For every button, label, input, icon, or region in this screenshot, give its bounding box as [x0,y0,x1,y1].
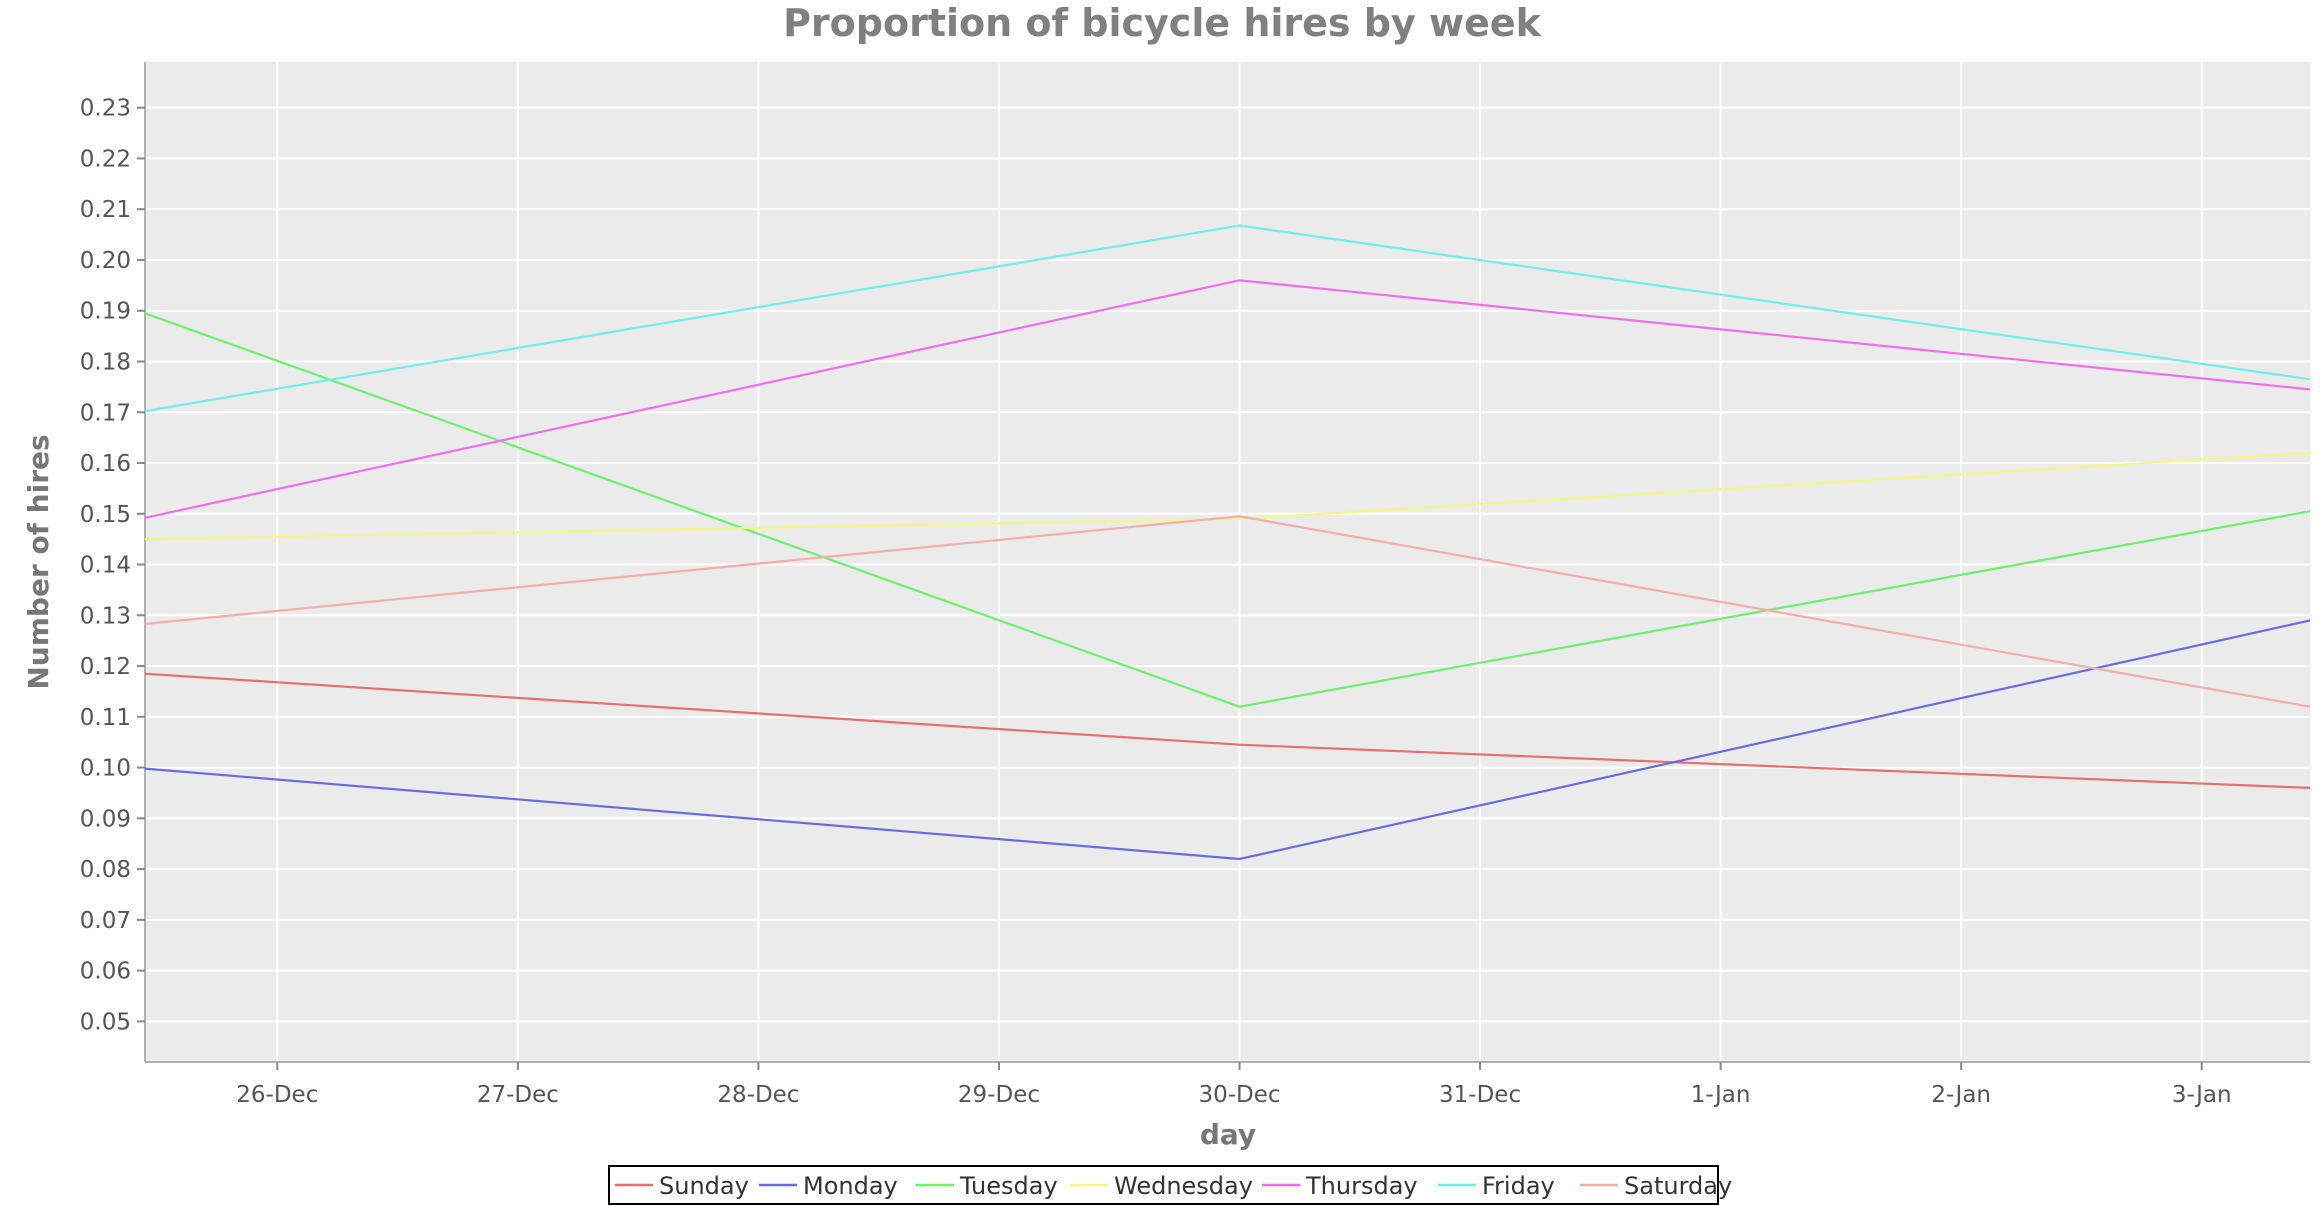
y-tick-label: 0.13 [80,603,131,629]
y-tick-label: 0.11 [80,705,131,731]
chart-title: Proportion of bicycle hires by week [783,1,1542,45]
y-tick-label: 0.07 [80,908,131,934]
legend-item-thursday: Thursday [1262,1172,1418,1200]
series-line-thursday [144,279,2311,519]
x-tick-label: 28-Dec [717,1082,799,1108]
y-tick-label: 0.10 [80,756,131,782]
legend-item-tuesday: Tuesday [916,1172,1058,1200]
y-tick-label: 0.08 [80,857,131,883]
legend: Sunday Monday Tuesday Wednesday Thursday Frid… [608,1165,1732,1205]
series-line-wednesday [144,451,2311,541]
y-tick-label: 0.22 [80,146,131,172]
x-tick-label: 30-Dec [1198,1082,1280,1108]
y-tick-label: 0.17 [80,400,131,426]
x-tick-label: 2-Jan [1931,1082,1991,1108]
legend-item-friday: Friday [1438,1172,1555,1200]
series-line-tuesday [144,312,2311,708]
y-tick-label: 0.15 [80,502,131,528]
legend-label: Monday [803,1172,898,1200]
y-tick-label: 0.09 [80,806,131,832]
y-tick-label: 0.21 [80,197,131,223]
x-tick-label: 1-Jan [1691,1082,1751,1108]
legend-label: Wednesday [1114,1172,1253,1200]
grid-lines [145,62,2310,1062]
y-axis-label: Number of hires [22,434,55,689]
x-tick-label: 29-Dec [958,1082,1040,1108]
legend-item-sunday: Sunday [615,1172,749,1200]
y-tick-label: 0.20 [80,248,131,274]
series-line-friday [144,224,2311,413]
x-tick-label: 27-Dec [477,1082,559,1108]
x-tick-label: 31-Dec [1439,1082,1521,1108]
y-tick-label: 0.14 [80,553,131,579]
y-tick-label: 0.12 [80,654,131,680]
legend-item-wednesday: Wednesday [1070,1172,1253,1200]
x-axis-label: day [1200,1118,1256,1151]
legend-item-monday: Monday [759,1172,898,1200]
y-tick-label: 0.18 [80,349,131,375]
y-axis: 0.05 0.06 0.07 0.08 0.09 0.10 0.11 0.12 0.13 0.14… [80,62,146,1062]
plot-area [145,62,2310,1062]
series-line-sunday [144,672,2311,789]
series-line-saturday [144,515,2311,708]
legend-label: Thursday [1305,1172,1418,1200]
x-tick-label: 3-Jan [2172,1082,2232,1108]
x-axis: 26-Dec 27-Dec 28-Dec 29-Dec 30-Dec 31-Dec 1-Ja… [145,1061,2310,1108]
series-line-monday [144,619,2311,861]
series-lines [144,224,2311,861]
y-tick-label: 0.06 [80,959,131,985]
x-tick-label: 26-Dec [236,1082,318,1108]
legend-label: Friday [1482,1172,1555,1200]
y-tick-label: 0.23 [80,96,131,122]
y-tick-label: 0.05 [80,1009,131,1035]
legend-label: Saturday [1624,1172,1732,1200]
y-tick-label: 0.19 [80,299,131,325]
y-tick-label: 0.16 [80,451,131,477]
legend-label: Sunday [659,1172,749,1200]
legend-label: Tuesday [959,1172,1058,1200]
legend-item-saturday: Saturday [1580,1172,1732,1200]
